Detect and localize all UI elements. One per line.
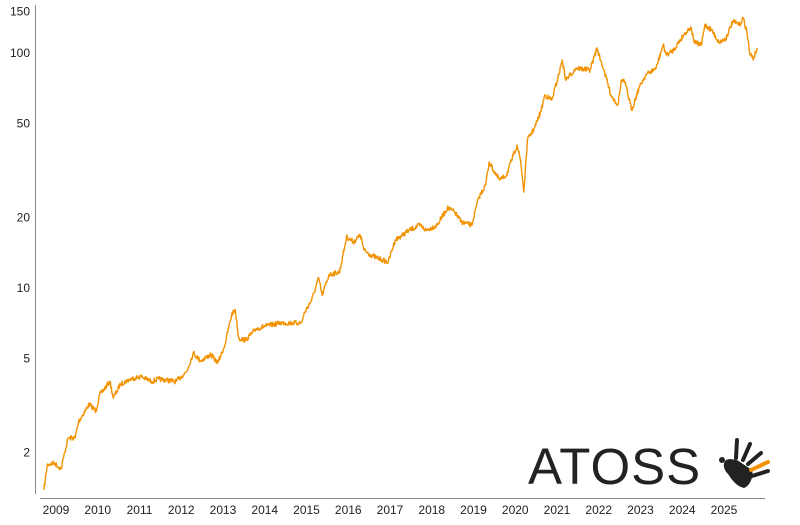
y-tick-label: 2 bbox=[23, 445, 30, 459]
atoss-logo: ATOSS bbox=[528, 438, 770, 495]
x-tick-label: 2010 bbox=[84, 503, 111, 517]
x-tick-label: 2023 bbox=[627, 503, 654, 517]
y-tick-label: 100 bbox=[10, 46, 30, 60]
x-tick-label: 2014 bbox=[251, 503, 278, 517]
x-tick-label: 2015 bbox=[293, 503, 320, 517]
y-tick-label: 150 bbox=[10, 5, 30, 19]
x-tick-label: 2021 bbox=[544, 503, 571, 517]
x-tick-label: 2012 bbox=[168, 503, 195, 517]
x-tick-label: 2011 bbox=[127, 503, 153, 517]
y-tick-labels: 150 100 50 20 10 5 2 bbox=[10, 5, 30, 460]
x-tick-label: 2022 bbox=[585, 503, 612, 517]
x-tick-labels: 2009 2010 2011 2012 2013 2014 2015 2016 2017 2018… bbox=[43, 503, 738, 517]
x-tick-label: 2018 bbox=[418, 503, 445, 517]
x-tick-label: 2025 bbox=[711, 503, 738, 517]
y-tick-label: 50 bbox=[17, 117, 31, 131]
hand-icon bbox=[719, 438, 770, 488]
x-tick-label: 2017 bbox=[377, 503, 404, 517]
y-tick-label: 5 bbox=[23, 352, 30, 366]
price-series-line bbox=[43, 16, 758, 491]
y-tick-label: 20 bbox=[17, 210, 31, 224]
x-tick-label: 2024 bbox=[669, 503, 696, 517]
logo-text: ATOSS bbox=[528, 438, 701, 495]
x-tick-label: 2016 bbox=[335, 503, 362, 517]
x-tick-label: 2009 bbox=[43, 503, 70, 517]
x-tick-label: 2013 bbox=[210, 503, 237, 517]
x-tick-label: 2019 bbox=[460, 503, 487, 517]
x-tick-label: 2020 bbox=[502, 503, 529, 517]
y-tick-label: 10 bbox=[17, 281, 31, 295]
